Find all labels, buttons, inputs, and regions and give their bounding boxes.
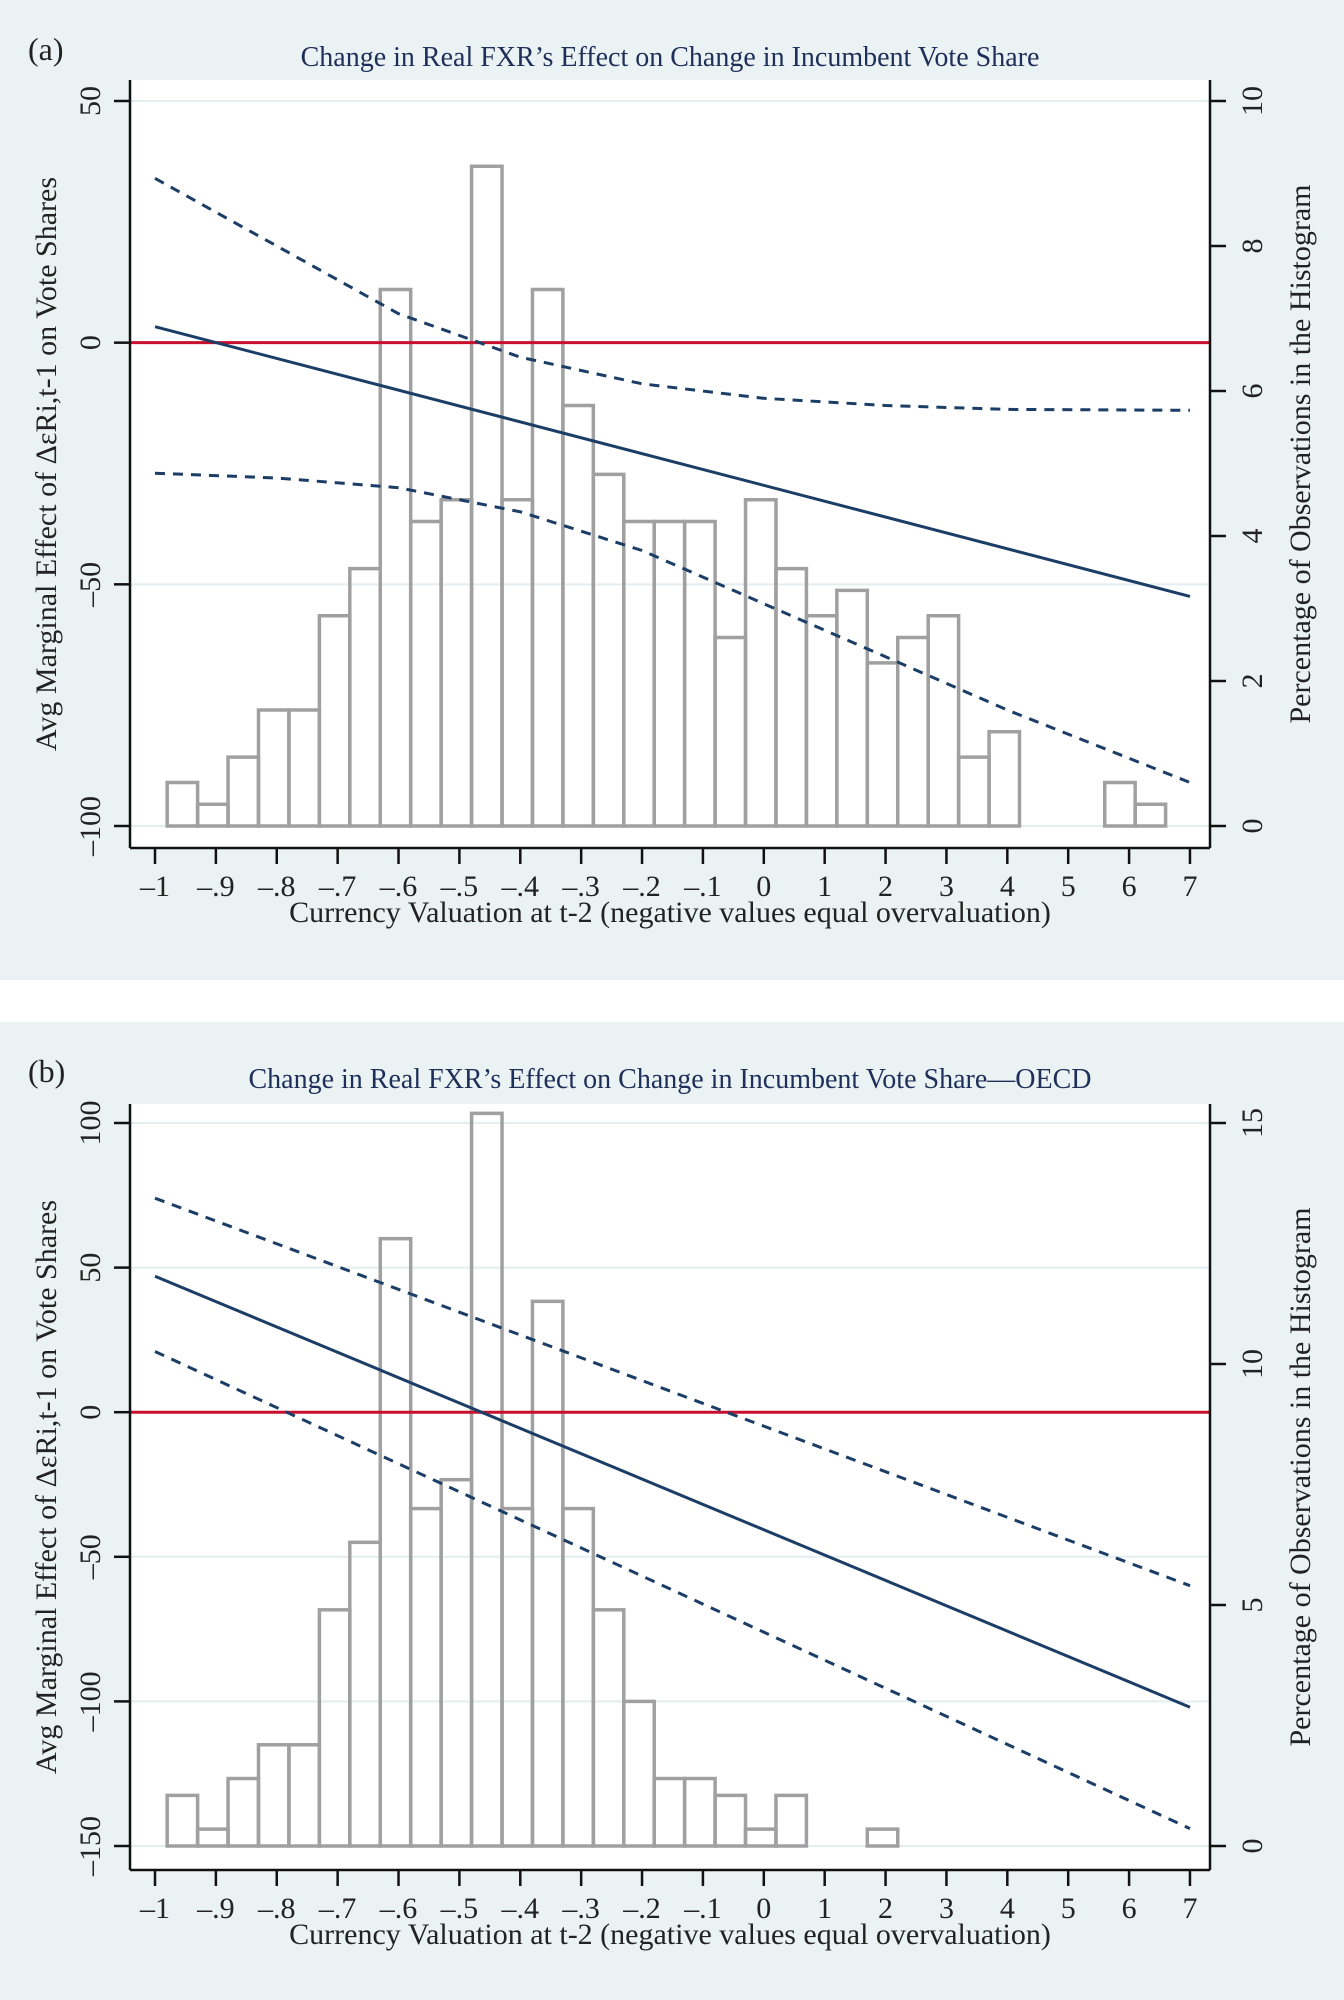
- histogram-bar: [713, 1793, 748, 1848]
- x-tick-label: –.7: [318, 1892, 357, 1925]
- x-tick-label: –.6: [379, 870, 418, 903]
- histogram-bar: [926, 614, 961, 828]
- y2-tick-label: 10: [1236, 1349, 1269, 1379]
- y-tick-label: –100: [74, 796, 107, 857]
- panel-label: (b): [28, 1053, 65, 1089]
- x-axis-title: Currency Valuation at t-2 (negative valu…: [289, 1918, 1051, 1951]
- histogram-bar: [1133, 802, 1168, 828]
- x-tick-label: –.5: [440, 1892, 479, 1925]
- chart-title: Change in Real FXR’s Effect on Change in…: [249, 1064, 1092, 1095]
- y-axis-title: Avg Marginal Effect of ΔεRi,t-1 on Vote …: [30, 177, 63, 751]
- y2-axis-title: Percentage of Observations in the Histog…: [1284, 184, 1317, 723]
- x-tick-label: –.8: [257, 1892, 296, 1925]
- y-axis-title: Avg Marginal Effect of ΔεRi,t-1 on Vote …: [30, 1200, 63, 1774]
- y2-tick-label: 5: [1236, 1598, 1269, 1613]
- y2-tick-label: 0: [1236, 1839, 1269, 1854]
- x-tick-label: –.4: [501, 1892, 540, 1925]
- y2-tick-label: 6: [1236, 384, 1269, 399]
- x-tick-label: –.8: [257, 870, 296, 903]
- x-tick-label: –.9: [196, 870, 235, 903]
- panel-b: 100 50 0 –50 –100 –150 15 10 5 0 –1 –.9 –.8 –.7 –.6 –.5…: [0, 1022, 1344, 2000]
- x-tick-label: –.7: [318, 870, 357, 903]
- y2-tick-label: 10: [1236, 86, 1269, 116]
- x-tick-label: 4: [1000, 870, 1015, 903]
- panel-a: 50 0 –50 –100 10 8 6 4 2 0 –1 –.9 –.8 –.7 –.6 –.5 –.4 –.3…: [0, 0, 1344, 980]
- histogram-bar: [469, 164, 504, 828]
- x-tick-label: –.3: [561, 870, 600, 903]
- x-tick-label: 5: [1061, 870, 1076, 903]
- y2-tick-label: 2: [1236, 674, 1269, 689]
- x-tick-label: –.2: [622, 1892, 661, 1925]
- x-tick-label: –.1: [683, 870, 722, 903]
- plot-area: [130, 80, 1210, 848]
- x-tick-label: 7: [1182, 1892, 1197, 1925]
- histogram-bar: [987, 730, 1022, 828]
- x-tick-label: 4: [1000, 1892, 1015, 1925]
- y-tick-label: –50: [74, 1534, 107, 1580]
- lower-ci-line: [154, 471, 1191, 784]
- marginal-effect-line: [154, 1274, 1191, 1709]
- y2-tick-label: 0: [1236, 819, 1269, 834]
- y-tick-label: 50: [74, 1253, 107, 1283]
- x-tick-label: –1: [139, 1892, 170, 1925]
- x-tick-label: –.9: [196, 1892, 235, 1925]
- x-tick-label: 2: [878, 870, 893, 903]
- histogram-bar: [622, 1699, 656, 1848]
- x-tick-label: –.5: [440, 870, 479, 903]
- y-tick-label: 50: [74, 86, 107, 116]
- x-tick-label: 3: [939, 870, 954, 903]
- chart-title: Change in Real FXR’s Effect on Change in…: [301, 42, 1040, 73]
- x-tick-label: 6: [1122, 1892, 1137, 1925]
- x-tick-label: 1: [817, 870, 832, 903]
- x-tick-label: –.6: [379, 1892, 418, 1925]
- x-tick-label: –.3: [561, 1892, 600, 1925]
- lower-ci-line: [154, 1350, 1191, 1830]
- x-tick-label: –.2: [622, 870, 661, 903]
- upper-ci-line: [154, 1196, 1191, 1588]
- y-tick-label: 0: [74, 335, 107, 350]
- y-tick-label: 100: [74, 1101, 107, 1146]
- y-tick-label: –150: [74, 1816, 107, 1877]
- x-tick-label: –.1: [683, 1892, 722, 1925]
- y2-tick-label: 8: [1236, 239, 1269, 254]
- x-tick-label: 5: [1061, 1892, 1076, 1925]
- x-tick-label: 1: [817, 1892, 832, 1925]
- x-tick-label: 6: [1122, 870, 1137, 903]
- upper-ci-line: [154, 176, 1191, 412]
- x-tick-label: 7: [1182, 870, 1197, 903]
- panel-divider: [0, 980, 1344, 1022]
- histogram-bar: [865, 1827, 900, 1848]
- x-tick-label: 3: [939, 1892, 954, 1925]
- histogram-bar: [774, 1793, 809, 1848]
- x-axis-title: Currency Valuation at t-2 (negative valu…: [289, 896, 1051, 929]
- x-tick-label: 2: [878, 1892, 893, 1925]
- panel-label: (a): [28, 31, 64, 67]
- marginal-effect-line: [154, 325, 1191, 598]
- x-tick-label: 0: [756, 1892, 771, 1925]
- x-tick-label: –.4: [501, 870, 540, 903]
- histogram-bar: [469, 1111, 504, 1848]
- histogram-bar: [165, 1793, 200, 1848]
- y-tick-label: –50: [74, 562, 107, 608]
- y-tick-label: –100: [74, 1671, 107, 1732]
- y-tick-label: 0: [74, 1405, 107, 1420]
- y2-tick-label: 15: [1236, 1108, 1269, 1138]
- plot-area: [130, 1104, 1210, 1870]
- x-tick-label: 0: [756, 870, 771, 903]
- y2-tick-label: 4: [1236, 529, 1269, 544]
- y2-axis-title: Percentage of Observations in the Histog…: [1284, 1207, 1317, 1746]
- x-tick-label: –1: [139, 870, 170, 903]
